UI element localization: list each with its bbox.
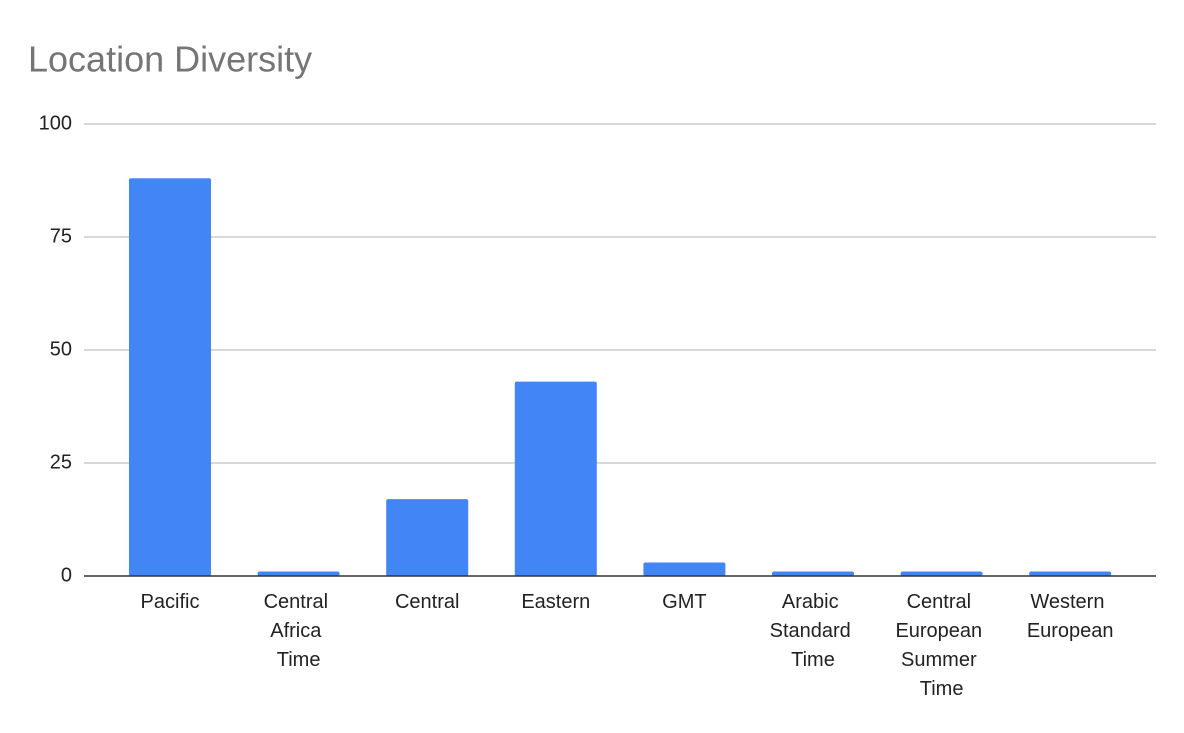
bar bbox=[772, 571, 854, 576]
x-tick-label-line: Central bbox=[264, 591, 334, 613]
x-tick-label: Central Africa Time bbox=[264, 591, 334, 671]
x-tick-label: GMT bbox=[662, 591, 706, 613]
x-tick-label: Pacific bbox=[141, 591, 200, 613]
y-tick-label: 50 bbox=[50, 338, 72, 360]
y-tick-label: 25 bbox=[50, 451, 72, 473]
x-tick-label-line: Central bbox=[907, 591, 977, 613]
x-tick-label-line: Time bbox=[791, 649, 835, 671]
chart-title: Location Diversity bbox=[28, 39, 312, 80]
x-tick-label-line: Time bbox=[277, 649, 321, 671]
x-tick-label: Arabic Standard Time bbox=[770, 591, 857, 671]
x-tick-label-line: European bbox=[1027, 620, 1114, 642]
x-tick-label-line: European bbox=[895, 620, 987, 642]
bar bbox=[1029, 571, 1112, 576]
x-tick-label-line: Summer bbox=[901, 649, 982, 671]
bar bbox=[129, 178, 211, 577]
x-tick-label-line: Western bbox=[1030, 591, 1110, 613]
x-tick-label-line: Africa bbox=[270, 620, 327, 642]
x-tick-label-line: Time bbox=[920, 678, 964, 700]
y-tick-label: 75 bbox=[50, 225, 72, 247]
y-tick-label: 100 bbox=[39, 112, 72, 134]
x-tick-label-line: Eastern bbox=[521, 591, 590, 613]
y-tick-label: 0 bbox=[61, 564, 72, 586]
x-tick-label-line: GMT bbox=[662, 591, 706, 613]
x-tick-label-line: Pacific bbox=[141, 591, 200, 613]
x-tick-label-line: Arabic bbox=[782, 591, 844, 613]
bar bbox=[386, 499, 469, 576]
bar bbox=[257, 571, 340, 576]
bar bbox=[643, 562, 726, 576]
x-tick-label: Western European bbox=[1027, 591, 1114, 642]
x-tick-label: Central bbox=[395, 591, 459, 613]
x-tick-label: Central European Summer Time bbox=[895, 591, 987, 700]
x-tick-label-line: Standard bbox=[770, 620, 857, 642]
x-tick-label-line: Central bbox=[395, 591, 459, 613]
x-tick-label: Eastern bbox=[521, 591, 590, 613]
bar bbox=[900, 571, 983, 576]
bar bbox=[514, 381, 597, 576]
